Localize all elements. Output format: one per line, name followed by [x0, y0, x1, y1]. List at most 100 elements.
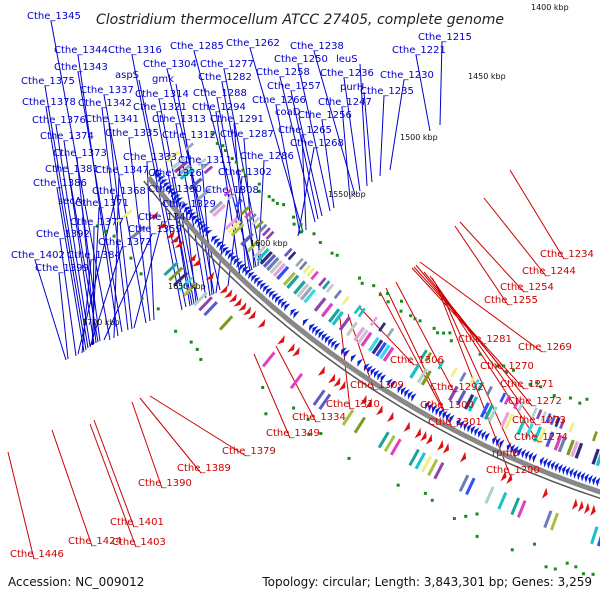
forward-gene-arrow	[239, 263, 247, 271]
gene-label: Cthe_1379	[222, 446, 276, 457]
leader-line	[92, 226, 95, 346]
forward-gene-arrow	[367, 365, 373, 374]
gene-label: Cthe_1247	[318, 97, 372, 108]
feature-block	[557, 436, 567, 453]
forward-gene-arrow	[576, 470, 582, 481]
leader-line	[77, 71, 123, 333]
leader-line	[45, 106, 87, 351]
reverse-gene-arrow	[157, 220, 167, 229]
reverse-gene-arrow	[365, 398, 372, 409]
feature-block	[553, 434, 563, 451]
leader-line	[7, 451, 35, 560]
forward-gene-arrow	[588, 474, 593, 485]
reverse-gene-arrow	[292, 346, 300, 357]
feature-block	[497, 491, 508, 510]
forward-gene-arrow	[245, 269, 252, 277]
feature-block	[262, 253, 277, 268]
reverse-gene-arrow	[170, 235, 180, 244]
reverse-gene-arrow	[219, 284, 228, 294]
gene-label: Cthe_1403	[112, 537, 166, 548]
gene-label: Cthe_1281	[458, 334, 512, 345]
feature-block	[320, 302, 334, 318]
reverse-gene-arrow	[506, 473, 513, 485]
forward-gene-arrow	[268, 290, 276, 298]
feature-block	[256, 247, 270, 262]
forward-gene-arrow	[456, 418, 462, 428]
feature-block	[233, 198, 243, 208]
forward-gene-arrow	[424, 401, 431, 410]
reverse-gene-arrow	[238, 302, 247, 311]
gene-label: leuS	[336, 54, 358, 65]
gene-label: Cthe_1308	[205, 185, 259, 196]
leader-line	[201, 164, 213, 296]
leader-line	[113, 174, 120, 339]
forward-gene-arrow	[162, 182, 171, 189]
gene-label: Cthe_1399	[35, 263, 89, 274]
gene-label: Cthe_1257	[267, 81, 321, 92]
feature-block	[253, 244, 267, 259]
feature-block	[244, 209, 254, 219]
forward-gene-arrow	[428, 403, 434, 412]
genome-summary-text: Topology: circular; Length: 3,843,301 bp…	[261, 575, 592, 589]
leader-line	[56, 187, 85, 353]
forward-gene-arrow	[293, 311, 300, 319]
gc-dot	[319, 432, 323, 436]
gene-label: Cthe_1342	[78, 98, 132, 109]
feature-block	[536, 427, 547, 444]
feature-block	[258, 223, 268, 233]
leader-line	[253, 353, 291, 439]
reverse-gene-arrow	[403, 421, 410, 432]
gene-label: Cthe_1316	[108, 45, 162, 56]
feature-block	[325, 283, 335, 293]
leader-line	[459, 221, 525, 293]
forward-gene-arrow	[160, 179, 168, 186]
forward-gene-arrow	[283, 303, 291, 312]
feature-block	[193, 291, 208, 307]
gene-label: Cthe_1446	[10, 549, 64, 560]
leader-line	[223, 68, 263, 265]
gc-dot	[330, 251, 334, 255]
gene-label: Cthe_1372	[98, 237, 152, 248]
gene-label: Cthe_1313	[152, 114, 206, 125]
leader-line	[131, 401, 163, 489]
feature-block	[458, 474, 470, 493]
reverse-gene-arrow	[243, 306, 252, 316]
forward-gene-arrow	[595, 477, 600, 487]
feature-block	[295, 257, 304, 268]
forward-gene-arrow	[404, 389, 410, 398]
leader-line	[44, 85, 89, 349]
gc-dot	[199, 357, 203, 361]
forward-gene-arrow	[380, 374, 387, 383]
reverse-gene-arrow	[376, 405, 383, 416]
gene-label: Cthe_1375	[21, 76, 75, 87]
feature-block	[296, 283, 310, 298]
gc-dot	[223, 149, 227, 153]
forward-gene-arrow	[165, 185, 173, 192]
accession-text: Accession: NC_009012	[8, 575, 144, 589]
gc-dot	[510, 548, 514, 552]
feature-block	[356, 329, 369, 345]
leader-line	[301, 134, 307, 231]
gc-dot	[261, 385, 265, 389]
feature-block	[254, 220, 264, 230]
feature-block	[353, 416, 366, 434]
gene-label: Cthe_1215	[418, 32, 472, 43]
feature-block	[341, 295, 350, 306]
gene-label: Cthe_1256	[298, 110, 352, 121]
feature-block	[299, 286, 313, 301]
feature-block	[386, 327, 395, 338]
forward-gene-arrow	[170, 191, 179, 198]
forward-gene-arrow	[561, 465, 567, 475]
feature-block	[247, 213, 257, 223]
feature-block	[485, 385, 493, 397]
feature-block	[487, 406, 498, 422]
feature-block	[203, 301, 218, 317]
gene-label: Cthe_1254	[500, 282, 554, 293]
feature-block	[437, 359, 445, 370]
kbp-tick-label: 1650 kbp	[168, 282, 206, 291]
gene-label: Cthe_1244	[522, 266, 576, 277]
feature-block	[503, 394, 511, 405]
forward-gene-arrow	[318, 330, 325, 339]
forward-gene-arrow	[377, 372, 383, 381]
feature-block	[592, 431, 598, 442]
